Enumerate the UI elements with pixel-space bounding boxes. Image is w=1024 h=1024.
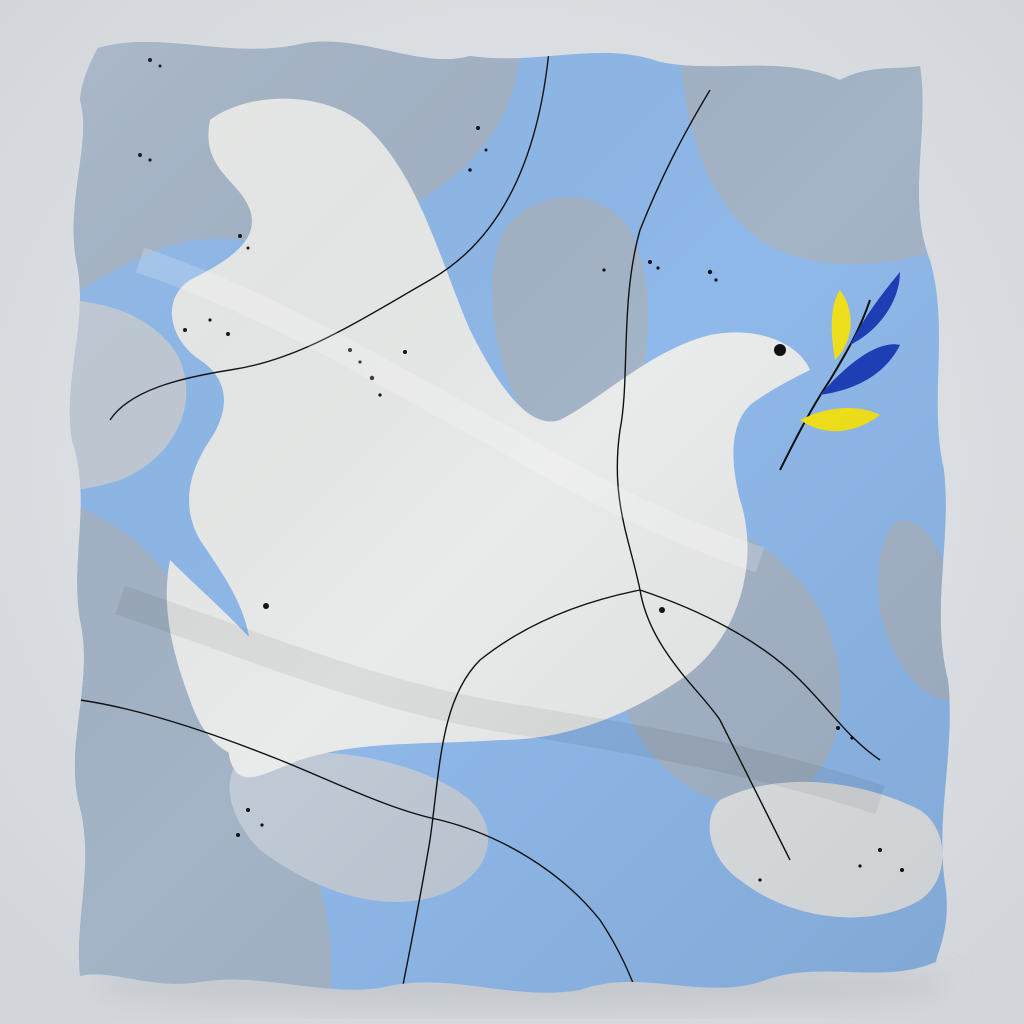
fold-highlight bbox=[135, 247, 765, 573]
fold-crease bbox=[115, 585, 885, 815]
